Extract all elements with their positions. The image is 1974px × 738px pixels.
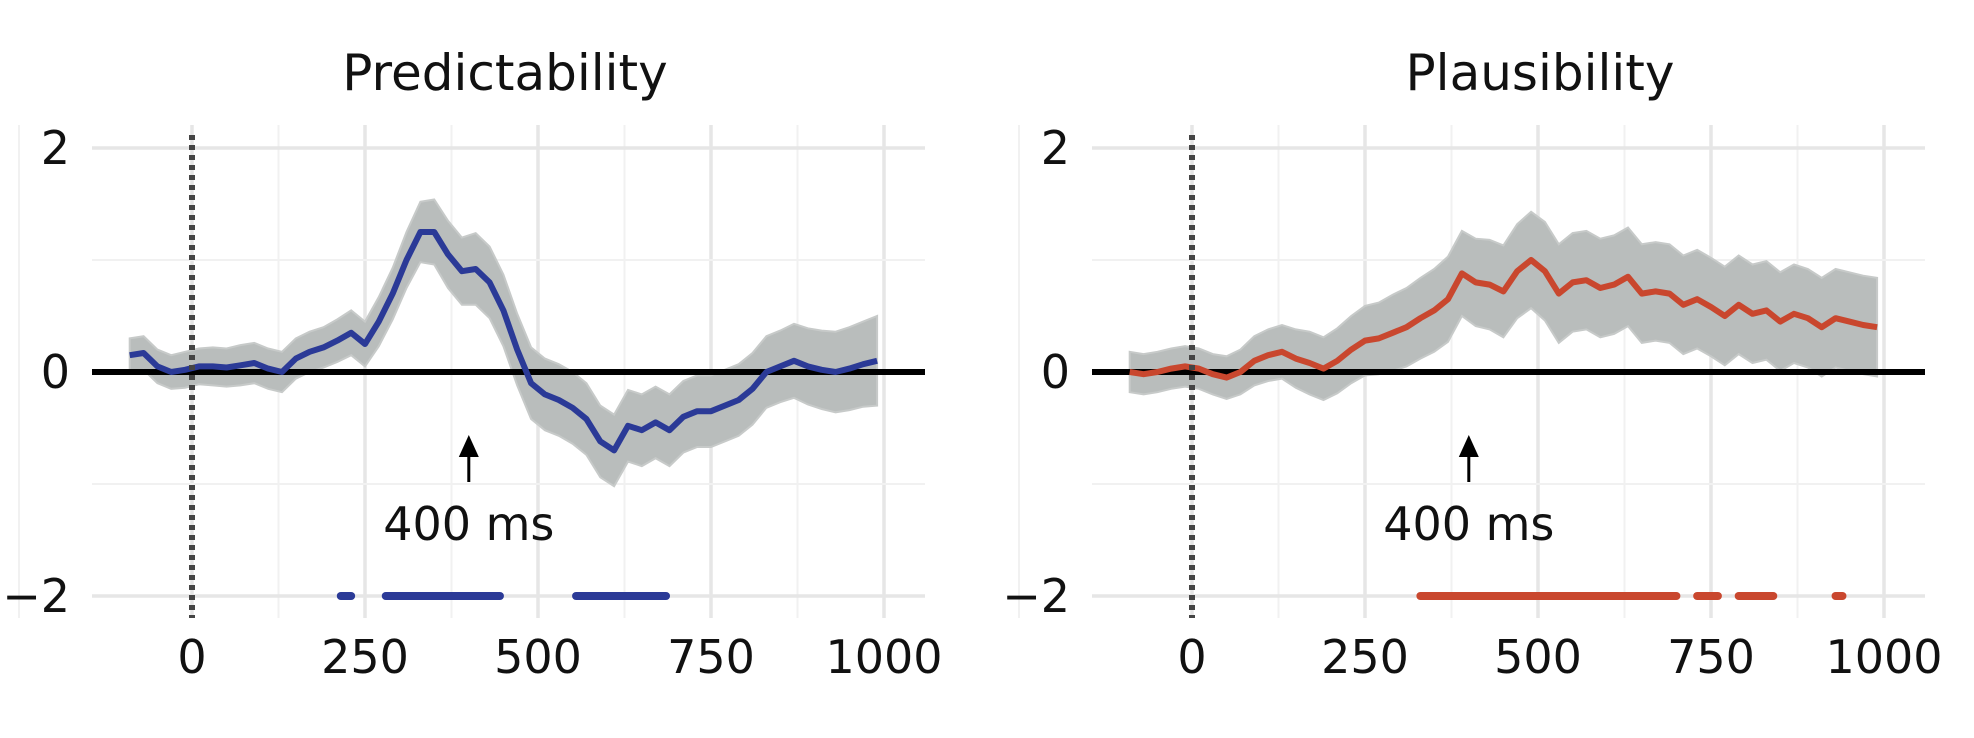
y-tick-label: −2 xyxy=(1002,569,1070,623)
x-tick-label: 250 xyxy=(1321,630,1409,684)
annotation-label: 400 ms xyxy=(383,497,554,551)
x-tick-label: 250 xyxy=(321,630,409,684)
y-tick-label: −2 xyxy=(2,569,70,623)
x-tick-label: 0 xyxy=(177,630,206,684)
chart-title: Plausibility xyxy=(1406,44,1675,102)
annotation-arrow-icon xyxy=(1459,435,1479,457)
panel-plausibility: Plausibility 400 ms 0 250 500 750 1000 2 0 −2 xyxy=(1002,44,1942,684)
x-tick-label: 0 xyxy=(1177,630,1206,684)
y-tick-label: 2 xyxy=(41,121,70,175)
x-tick-label: 750 xyxy=(1667,630,1755,684)
x-tick-label: 1000 xyxy=(1825,630,1942,684)
y-tick-label: 2 xyxy=(1041,121,1070,175)
x-tick-label: 500 xyxy=(494,630,582,684)
chart-title: Predictability xyxy=(342,44,667,102)
y-tick-label: 0 xyxy=(1041,345,1070,399)
x-tick-label: 750 xyxy=(667,630,755,684)
x-tick-label: 1000 xyxy=(825,630,942,684)
panel-predictability: Predictability 400 ms 0 250 500 750 1000 2 0 −2 xyxy=(2,44,942,684)
annotation-label: 400 ms xyxy=(1383,497,1554,551)
annotation-arrow-icon xyxy=(459,435,479,457)
confidence-band xyxy=(130,200,877,487)
y-tick-label: 0 xyxy=(41,345,70,399)
x-tick-label: 500 xyxy=(1494,630,1582,684)
